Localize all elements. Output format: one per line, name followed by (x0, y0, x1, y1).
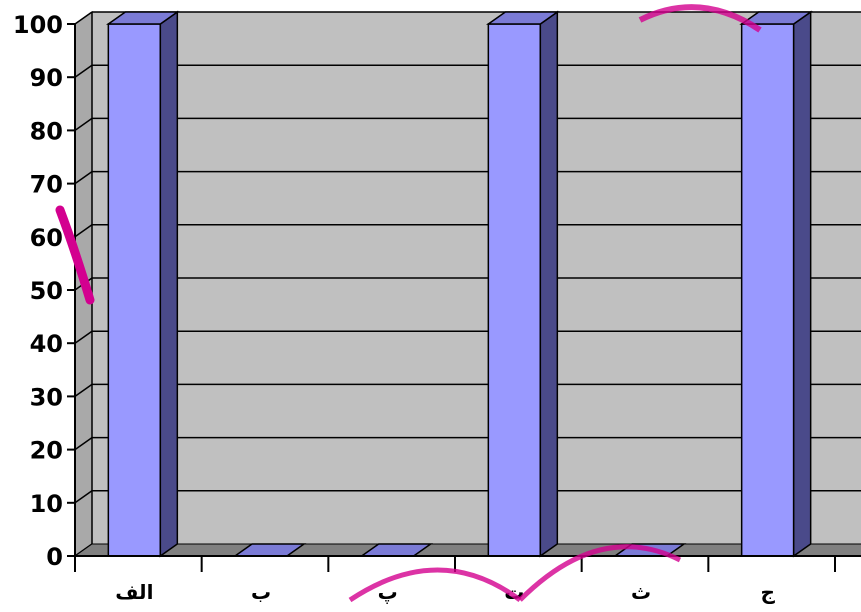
gridline-slant (74, 383, 93, 398)
gridline-slant (74, 11, 93, 25)
bar-top (739, 11, 814, 25)
bar-top (485, 11, 560, 25)
y-tick-label: 40 (30, 330, 63, 358)
watermark-stroke (518, 544, 682, 602)
x-tick-label: ث (631, 580, 651, 604)
gridline-slant (74, 64, 93, 78)
bar-6 (739, 10, 814, 558)
bar-4 (485, 10, 560, 558)
bar-top (105, 11, 180, 25)
y-tick-label: 70 (30, 171, 63, 199)
bar-side (539, 10, 559, 558)
y-tick-label: 0 (46, 543, 63, 571)
gridline-slant (74, 170, 93, 185)
y-tick-label: 90 (30, 64, 63, 92)
y-tick-label: 50 (30, 277, 63, 305)
bar-front (107, 23, 162, 557)
y-tick-label: 20 (30, 437, 63, 465)
y-tick-label: 60 (30, 224, 63, 252)
bar-side (159, 10, 179, 558)
gridline-slant (74, 224, 93, 238)
watermark (55, 4, 762, 603)
x-tick-label: الف (115, 580, 153, 604)
gridline-slant (74, 117, 93, 132)
watermark-stroke (638, 4, 762, 33)
watermark-stroke (55, 205, 95, 305)
x-tick-label: ج (760, 580, 775, 604)
bar-front (487, 23, 542, 557)
y-tick-label: 30 (30, 383, 63, 411)
gridline-slant (74, 436, 93, 451)
y-tick-label: 10 (30, 490, 63, 518)
bar-side (792, 10, 812, 558)
gridline-slant (74, 330, 93, 344)
gridline-slant (74, 490, 93, 504)
watermark-stroke (348, 567, 522, 603)
x-tick-label: ب (251, 580, 271, 604)
bar-1 (105, 10, 180, 558)
bar-front (740, 23, 795, 557)
y-tick-label: 80 (30, 117, 63, 145)
y-tick-label: 100 (13, 11, 63, 39)
x-tick-label: پ (378, 580, 398, 604)
